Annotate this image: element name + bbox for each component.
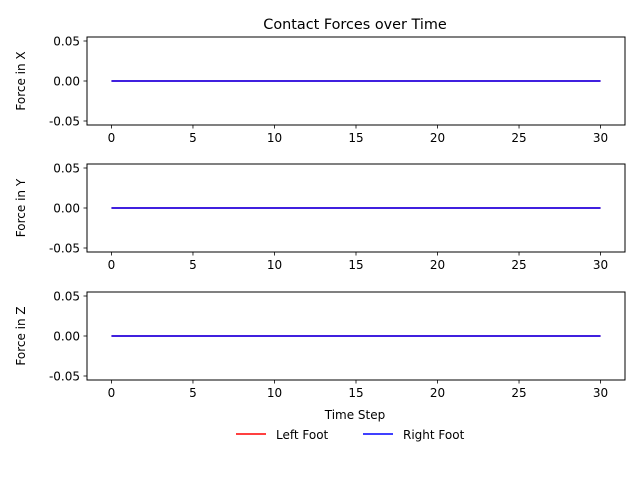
subplot-3: 0 5 10 15 20 25 30 -0.05 0.00 0.05 Force in Z [14,289,626,400]
x-tick-label: 0 [108,386,116,400]
y-tick-label: 0.00 [53,329,80,343]
x-tick-label: 20 [430,386,445,400]
x-axis-label: Time Step [324,408,386,422]
x-tick-label: 25 [511,131,526,145]
x-tick-label: 0 [108,131,116,145]
x-tick-label: 10 [267,258,282,272]
x-tick-label: 5 [189,386,197,400]
legend: Left Foot Right Foot [236,428,465,442]
x-tick-label: 10 [267,386,282,400]
legend-label-left-foot: Left Foot [276,428,329,442]
x-tick-label: 10 [267,131,282,145]
y-axis-label: Force in Y [14,178,28,237]
y-axis-label: Force in X [14,51,28,110]
y-tick-label: -0.05 [49,241,80,255]
chart-title: Contact Forces over Time [263,17,447,33]
x-tick-label: 30 [593,258,608,272]
x-tick-label: 30 [593,131,608,145]
x-tick-label: 5 [189,258,197,272]
x-tick-label: 20 [430,258,445,272]
y-axis-label: Force in Z [14,306,28,365]
x-tick-label: 5 [189,131,197,145]
y-tick-label: -0.05 [49,369,80,383]
x-tick-label: 20 [430,131,445,145]
subplot-2: 0 5 10 15 20 25 30 -0.05 0.00 0.05 Force in Y [14,161,626,272]
x-tick-label: 15 [348,258,363,272]
y-tick-label: -0.05 [49,114,80,128]
y-tick-label: 0.05 [53,161,80,175]
y-tick-label: 0.00 [53,74,80,88]
x-tick-label: 15 [348,386,363,400]
y-tick-label: 0.05 [53,34,80,48]
x-tick-label: 15 [348,131,363,145]
x-tick-label: 0 [108,258,116,272]
y-tick-label: 0.05 [53,289,80,303]
subplot-1: 0 5 10 15 20 25 30 -0.05 0.00 0.05 Force in X [14,34,626,145]
y-tick-label: 0.00 [53,201,80,215]
x-tick-label: 30 [593,386,608,400]
legend-label-right-foot: Right Foot [403,428,465,442]
x-tick-label: 25 [511,258,526,272]
x-tick-label: 25 [511,386,526,400]
